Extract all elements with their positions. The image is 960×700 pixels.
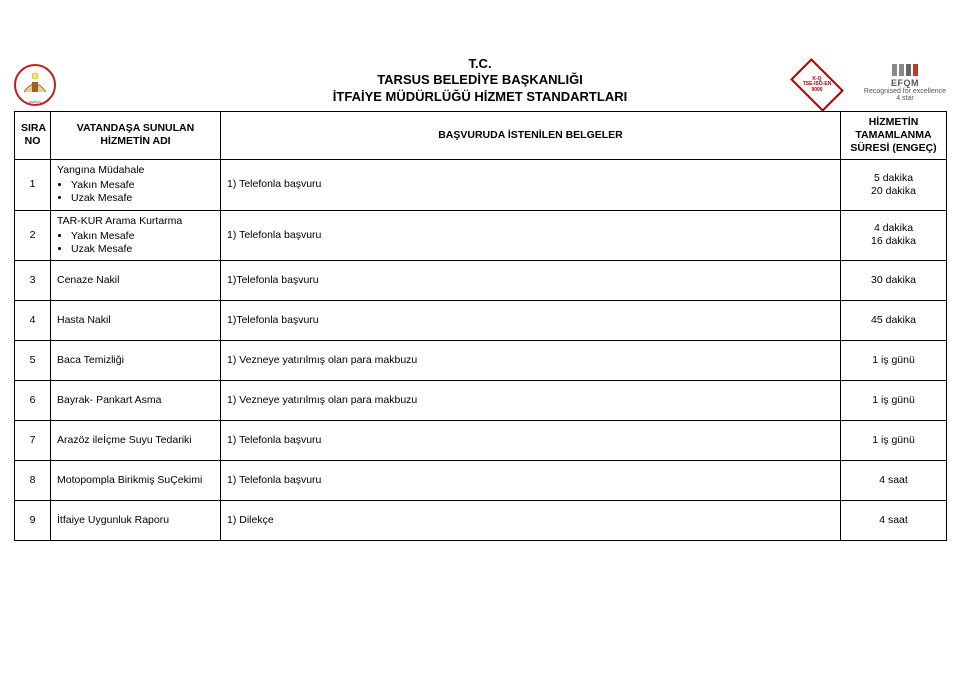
service-bullet: Uzak Mesafe (71, 192, 214, 205)
cell-docs: 1) Vezneye yatırılmış olan para makbuzu (221, 380, 841, 420)
cell-duration: 1 iş günü (841, 340, 947, 380)
efqm-bars (892, 64, 918, 76)
tse-iso-badge: K-Q TSE-ISO-EN 9000 (790, 58, 844, 112)
table-row: 7Arazöz ileİçme Suyu Tedariki1) Telefonl… (15, 420, 947, 460)
table-row: 3Cenaze Nakil1)Telefonla başvuru30 dakik… (15, 260, 947, 300)
standards-table: SIRA NO VATANDAŞA SUNULAN HİZMETİN ADI B… (14, 111, 947, 541)
col-header-docs: BAŞVURUDA İSTENİLEN BELGELER (221, 111, 841, 159)
cell-service: Bayrak- Pankart Asma (51, 380, 221, 420)
col-header-sira-no: SIRA NO (15, 111, 51, 159)
efqm-sub2: 4 star (896, 95, 914, 102)
cell-duration: 45 dakika (841, 300, 947, 340)
table-row: 9İtfaiye Uygunluk Raporu1) Dilekçe4 saat (15, 500, 947, 540)
service-bullet: Yakın Mesafe (71, 230, 214, 243)
efqm-sub1: Recognised for excellence (864, 88, 946, 95)
service-bullet-list: Yakın MesafeUzak Mesafe (71, 179, 214, 205)
cell-docs: 1)Telefonla başvuru (221, 300, 841, 340)
table-row: 2 TAR-KUR Arama Kurtarma Yakın MesafeUzak … (15, 210, 947, 260)
cell-docs: 1) Dilekçe (221, 500, 841, 540)
cell-sira-no: 9 (15, 500, 51, 540)
table-row: 5Baca Temizliği1) Vezneye yatırılmış ola… (15, 340, 947, 380)
cell-docs: 1) Vezneye yatırılmış olan para makbuzu (221, 340, 841, 380)
cell-duration: 4 saat (841, 460, 947, 500)
table-header-row: SIRA NO VATANDAŞA SUNULAN HİZMETİN ADI B… (15, 111, 947, 159)
cell-docs: 1) Telefonla başvuru (221, 160, 841, 210)
cell-docs: 1) Telefonla başvuru (221, 460, 841, 500)
cell-service: Motopompla Birikmiş SuÇekimi (51, 460, 221, 500)
cell-sira-no: 2 (15, 210, 51, 260)
table-row: 8Motopompla Birikmiş SuÇekimi1) Telefonl… (15, 460, 947, 500)
cell-sira-no: 3 (15, 260, 51, 300)
efqm-badge: EFQM Recognised for excellence 4 star (864, 64, 946, 102)
service-bullet-list: Yakın MesafeUzak Mesafe (71, 230, 214, 256)
col-header-duration: HİZMETİN TAMAMLANMA SÜRESİ (ENGEÇ) (841, 111, 947, 159)
cell-service: İtfaiye Uygunluk Raporu (51, 500, 221, 540)
cell-docs: 1) Telefonla başvuru (221, 210, 841, 260)
col-header-service: VATANDAŞA SUNULAN HİZMETİN ADI (51, 111, 221, 159)
table-row: 4Hasta Nakil1)Telefonla başvuru45 dakika (15, 300, 947, 340)
cell-service: Yangına Müdahale Yakın MesafeUzak Mesafe (51, 160, 221, 210)
cell-duration: 4 saat (841, 500, 947, 540)
table-row: 1 Yangına Müdahale Yakın MesafeUzak Mesafe… (15, 160, 947, 210)
cell-service: Baca Temizliği (51, 340, 221, 380)
service-bullet: Uzak Mesafe (71, 243, 214, 256)
cell-sira-no: 6 (15, 380, 51, 420)
service-name: TAR-KUR Arama Kurtarma (57, 215, 214, 228)
cell-service: Cenaze Nakil (51, 260, 221, 300)
cell-sira-no: 7 (15, 420, 51, 460)
cell-sira-no: 1 (15, 160, 51, 210)
cell-docs: 1) Telefonla başvuru (221, 420, 841, 460)
cell-service: Arazöz ileİçme Suyu Tedariki (51, 420, 221, 460)
cell-sira-no: 8 (15, 460, 51, 500)
service-name: Yangına Müdahale (57, 164, 214, 177)
table-row: 6Bayrak- Pankart Asma1) Vezneye yatırılm… (15, 380, 947, 420)
service-bullet: Yakın Mesafe (71, 179, 214, 192)
top-badge-bar: TARSUS K-Q TSE-ISO-EN 9000 EFQM Recognis… (14, 64, 946, 108)
cell-duration: 5 dakika 20 dakika (841, 160, 947, 210)
cell-service: Hasta Nakil (51, 300, 221, 340)
logo-caption: TARSUS (29, 100, 41, 104)
cell-duration: 1 iş günü (841, 420, 947, 460)
cell-duration: 4 dakika 16 dakika (841, 210, 947, 260)
certification-badges: K-Q TSE-ISO-EN 9000 EFQM Recognised for … (794, 64, 946, 106)
efqm-label: EFQM (891, 78, 919, 88)
cell-sira-no: 5 (15, 340, 51, 380)
cell-duration: 30 dakika (841, 260, 947, 300)
cell-docs: 1)Telefonla başvuru (221, 260, 841, 300)
cell-service: TAR-KUR Arama Kurtarma Yakın MesafeUzak M… (51, 210, 221, 260)
cell-sira-no: 4 (15, 300, 51, 340)
cell-duration: 1 iş günü (841, 380, 947, 420)
kitemark-line3: 9000 (811, 88, 822, 94)
municipality-logo: TARSUS (14, 64, 56, 106)
